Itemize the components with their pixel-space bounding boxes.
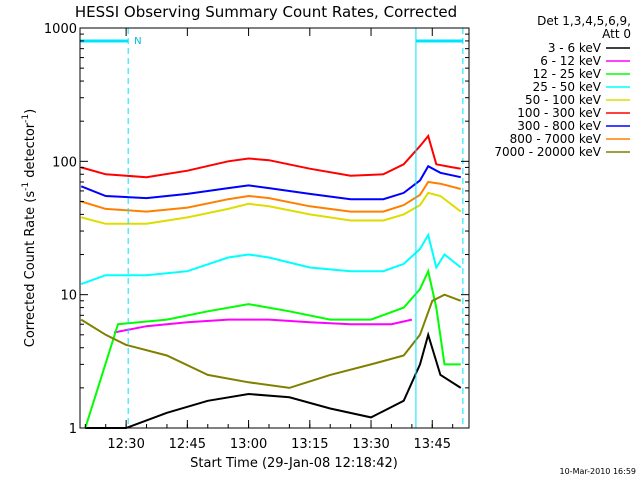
y-axis-label-part3: ) [23,109,38,114]
legend-label: 300 - 800 keV [517,119,601,133]
series-line-300-800-kev [80,164,462,201]
x-tick-label: 13:15 [291,437,328,452]
x-tick-label: 12:30 [107,437,144,452]
plot-frame [79,27,470,429]
y-axis: 1 10 100 1000 [44,22,469,437]
x-axis: 12:30 12:45 13:00 13:15 13:30 13:45 [84,28,454,452]
x-tick-label: 12:45 [169,437,206,452]
legend-header-line1: Det 1,3,4,5,6,9, [537,14,631,28]
y-axis-label: Corrected Count Rate (s-1 detector-1) [21,109,38,347]
series-line-25-50-kev [80,232,462,286]
timestamp: 10-Mar-2010 16:59 [560,467,637,476]
x-axis-label: Start Time (29-Jan-08 12:18:42) [190,456,398,471]
x-tick-label: 13:45 [414,437,451,452]
chart-title: HESSI Observing Summary Count Rates, Cor… [75,3,457,21]
legend-label: 6 - 12 keV [540,54,602,68]
y-axis-label-sup2: -1 [21,114,31,123]
legend-header-line2: Att 0 [602,27,631,41]
series-line-800-7000-kev [80,180,462,213]
y-tick-label: 100 [52,155,77,170]
x-tick-label: 13:30 [352,437,389,452]
legend-label: 50 - 100 keV [525,93,602,107]
y-tick-label: 1 [69,422,77,437]
series-line-12-25-kev [84,268,461,429]
legend-label: 7000 - 20000 keV [494,145,601,159]
y-tick-label: 10 [60,289,77,304]
y-tick-label: 1000 [44,22,77,37]
series-line-6-12-kev [113,318,413,334]
series-line-100-300-kev [80,133,461,179]
legend-label: 100 - 300 keV [517,106,601,120]
legend-label: 3 - 6 keV [548,41,602,55]
flag-label: N [134,36,141,47]
y-axis-label-part1: Corrected Count Rate (s [23,191,38,348]
x-tick-label: 13:00 [230,437,267,452]
series-line-7000-20000-kev [80,293,462,389]
flag-layer: N [79,28,464,428]
legend-label: 800 - 7000 keV [510,132,602,146]
legend-label: 12 - 25 keV [533,67,602,81]
y-axis-label-sup1: -1 [21,182,31,191]
series-line-50-100-kev [80,191,462,225]
series-line-3-6-kev [85,331,462,429]
series-layer [80,133,462,429]
y-axis-label-part2: detector [23,122,38,182]
legend-label: 25 - 50 keV [533,80,602,94]
